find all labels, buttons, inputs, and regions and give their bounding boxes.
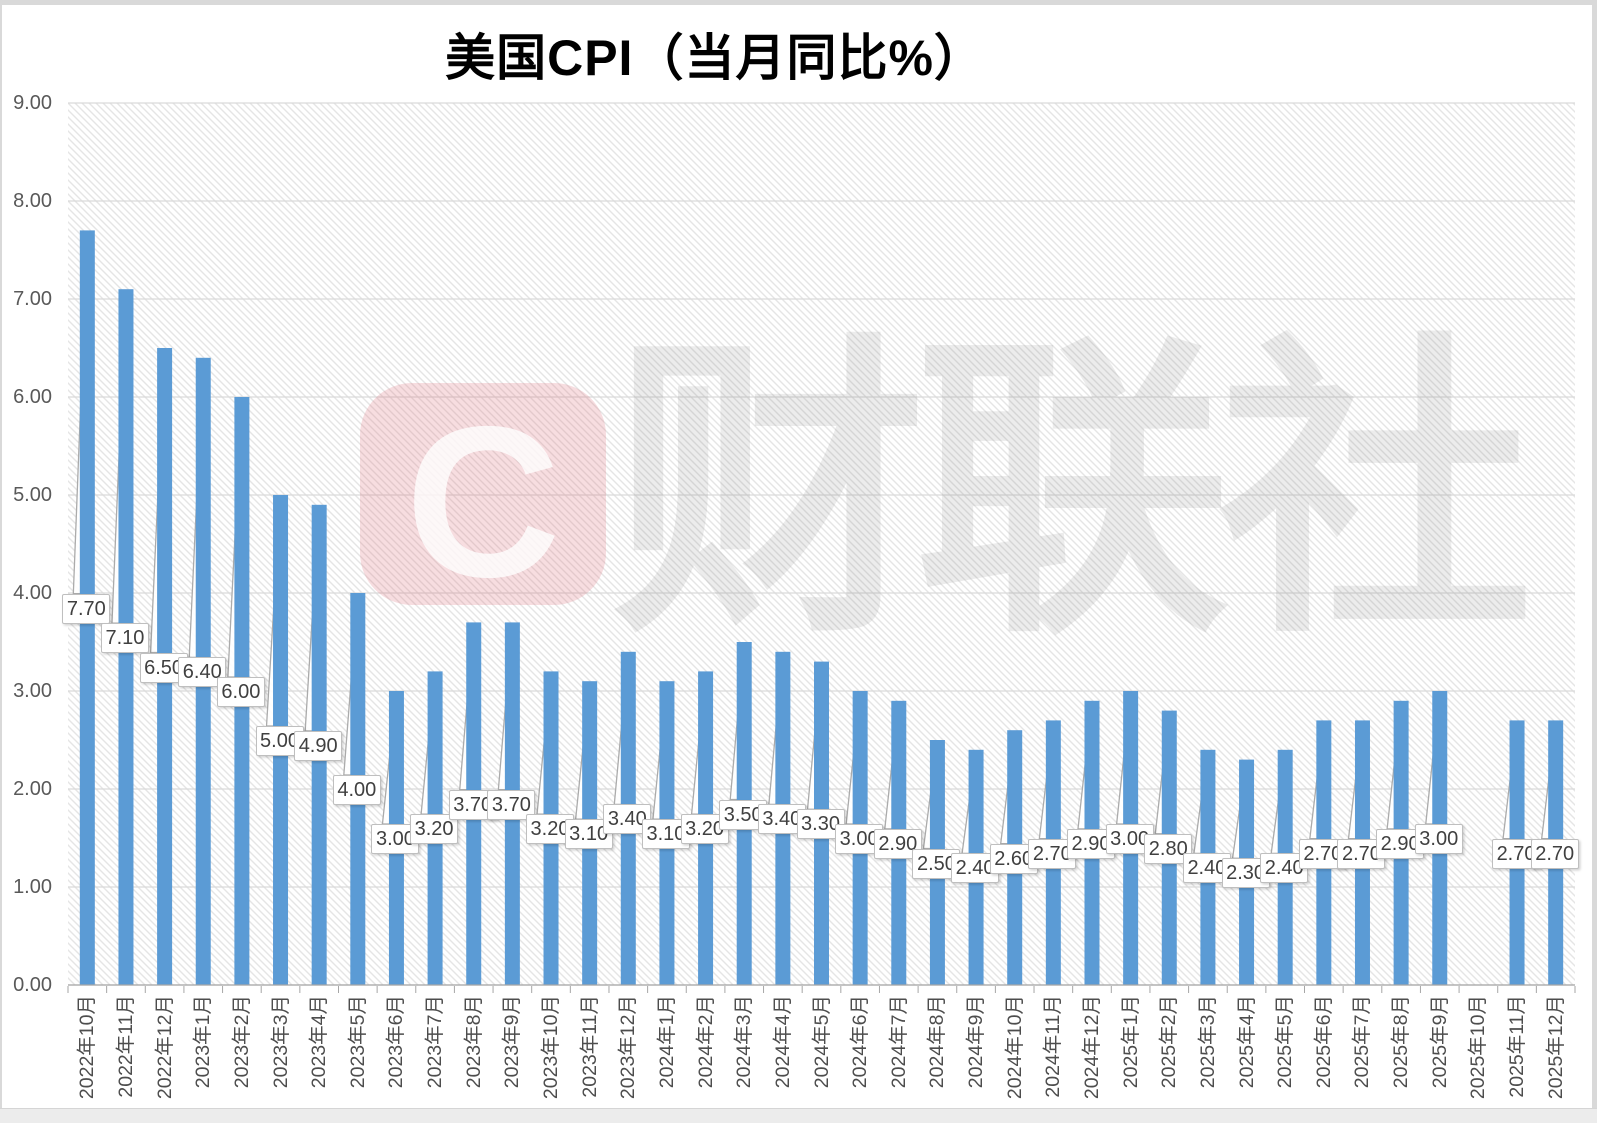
data-label-callout: 4.00 xyxy=(332,775,381,805)
y-axis-tick-label: 8.00 xyxy=(13,190,52,212)
x-axis-tick-label: 2023年5月 xyxy=(346,995,369,1089)
x-axis-tick-label: 2023年12月 xyxy=(617,995,640,1100)
x-axis-tick-label: 2024年11月 xyxy=(1042,995,1065,1098)
data-label-callout: 3.30 xyxy=(796,809,845,840)
x-axis-tick-label: 2025年5月 xyxy=(1274,995,1297,1089)
data-label-callout: 3.40 xyxy=(757,804,806,835)
x-axis-tick-label: 2025年8月 xyxy=(1390,995,1413,1089)
x-axis-tick-label: 2024年2月 xyxy=(694,995,717,1089)
data-label-callout: 4.90 xyxy=(294,730,343,761)
x-axis-tick-label: 2024年10月 xyxy=(1003,995,1026,1100)
x-axis-tick-label: 2025年6月 xyxy=(1312,995,1335,1089)
x-axis-tick-label: 2025年11月 xyxy=(1506,995,1529,1098)
x-axis-tick-label: 2025年10月 xyxy=(1467,995,1490,1100)
x-axis-tick-label: 2024年7月 xyxy=(887,995,910,1089)
x-axis-tick-label: 2024年4月 xyxy=(771,995,794,1089)
x-axis-tick-label: 2023年7月 xyxy=(424,995,447,1089)
x-axis-tick-label: 2025年1月 xyxy=(1119,995,1142,1089)
data-label-callout: 7.70 xyxy=(62,593,111,624)
frame-top-edge xyxy=(0,0,1597,5)
x-axis-tick-label: 2025年3月 xyxy=(1196,995,1219,1089)
x-axis-tick-label: 2023年9月 xyxy=(501,995,524,1089)
x-axis-tick-label: 2023年4月 xyxy=(308,995,331,1089)
x-axis-tick-label: 2025年12月 xyxy=(1544,995,1567,1100)
x-axis-tick-label: 2025年2月 xyxy=(1158,995,1181,1089)
y-axis-tick-label: 9.00 xyxy=(13,92,52,114)
y-axis-tick-label: 0.00 xyxy=(13,974,52,996)
x-axis-tick-label: 2022年10月 xyxy=(76,995,99,1100)
watermark-text: 财联社 xyxy=(612,316,1533,668)
x-axis-tick-label: 2025年9月 xyxy=(1428,995,1451,1089)
x-axis-tick-label: 2023年8月 xyxy=(462,995,485,1089)
x-axis-tick-label: 2025年4月 xyxy=(1235,995,1258,1089)
y-axis-tick-label: 7.00 xyxy=(13,288,52,310)
data-label-callout: 7.10 xyxy=(100,623,149,654)
data-label-callout: 3.10 xyxy=(564,819,613,850)
y-axis-tick-label: 2.00 xyxy=(13,778,52,800)
x-axis-tick-label: 2024年8月 xyxy=(926,995,949,1089)
x-axis-tick-label: 2023年11月 xyxy=(578,995,601,1098)
x-axis-tick-label: 2024年1月 xyxy=(655,995,678,1089)
x-axis-tick-label: 2022年12月 xyxy=(153,995,176,1100)
data-label-callout: 2.70 xyxy=(1530,838,1579,869)
x-axis-tick-label: 2023年10月 xyxy=(540,995,562,1100)
x-axis-tick-label: 2024年5月 xyxy=(810,995,833,1089)
x-axis-tick-label: 2023年2月 xyxy=(230,995,253,1089)
frame-left-edge xyxy=(0,0,2,1123)
frame-bottom-edge xyxy=(0,1108,1597,1123)
data-label-callout: 6.00 xyxy=(216,677,265,707)
x-axis-tick-label: 2025年7月 xyxy=(1351,995,1374,1089)
cailian-press-logo-watermark: C xyxy=(360,381,606,614)
x-axis-tick-label: 2023年6月 xyxy=(385,995,408,1089)
logo-rounded-square xyxy=(360,383,606,605)
data-label-callout: 3.00 xyxy=(1414,824,1463,854)
y-axis-tick-label: 5.00 xyxy=(13,484,52,506)
x-axis-tick-label: 2022年11月 xyxy=(114,995,137,1098)
y-axis-tick-label: 6.00 xyxy=(13,386,52,408)
bars xyxy=(79,230,1564,985)
y-axis-tick-label: 1.00 xyxy=(13,876,52,898)
x-axis-tick-label: 2024年12月 xyxy=(1080,995,1103,1100)
y-axis-tick-label: 3.00 xyxy=(13,680,52,702)
x-axis-tick-label: 2023年1月 xyxy=(192,995,215,1089)
x-axis-tick-label: 2024年9月 xyxy=(965,995,988,1089)
logo-letter: C xyxy=(405,381,560,614)
x-axis-tick-label: 2023年3月 xyxy=(269,995,292,1089)
chart-title: 美国CPI（当月同比%） xyxy=(445,30,985,86)
x-axis-tick-label: 2024年6月 xyxy=(849,995,872,1089)
y-axis-tick-label: 4.00 xyxy=(13,582,52,604)
x-axis-tick-label: 2024年3月 xyxy=(733,995,756,1089)
frame-right-edge xyxy=(1592,0,1597,1123)
